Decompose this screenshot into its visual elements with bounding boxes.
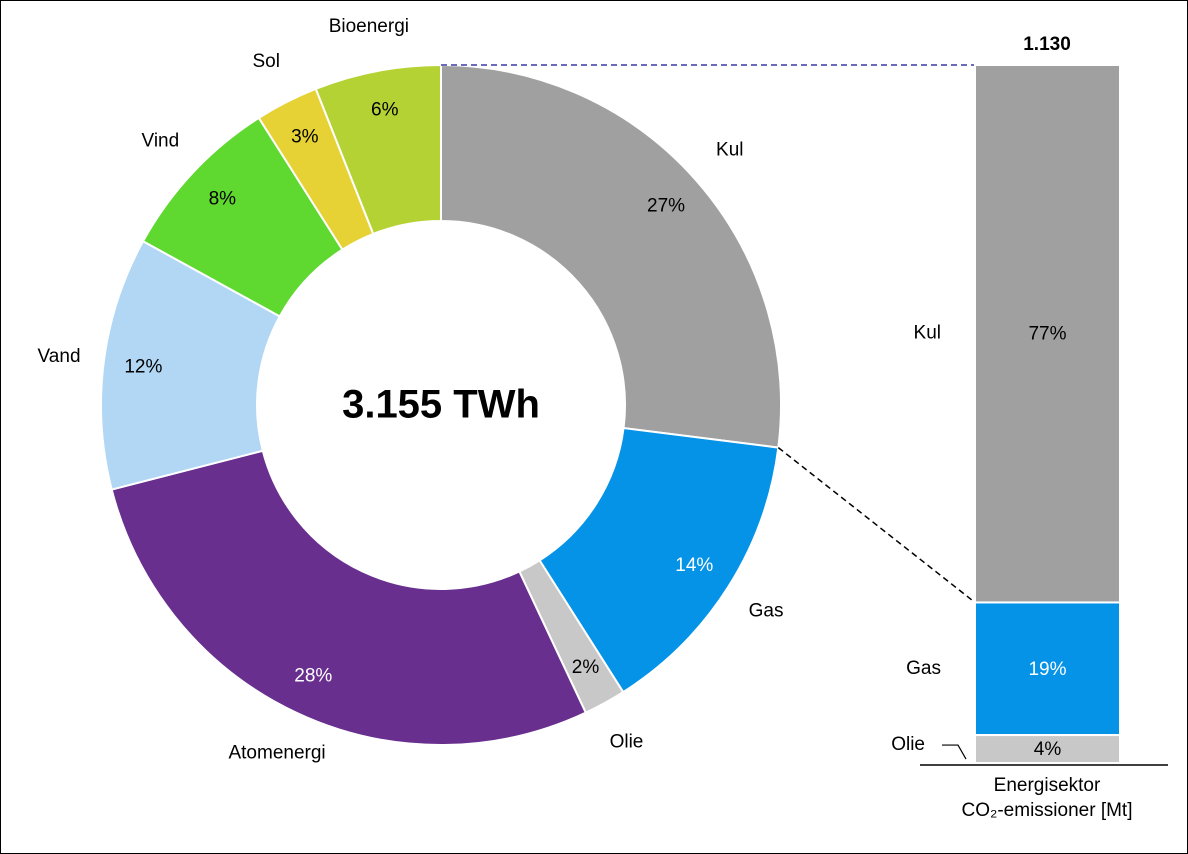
slice-value-label: 14% [675, 555, 713, 576]
legend-label: Gas [906, 658, 941, 679]
connector [777, 447, 976, 604]
slice-name-label: Vand [38, 346, 81, 367]
bar-segment [974, 601, 1121, 737]
donut-slice [538, 426, 780, 694]
slice-name-label: Bioenergi [329, 16, 409, 37]
x-axis-label: Energisektor [994, 775, 1101, 796]
donut-slice [110, 449, 588, 746]
slice-name-label: Sol [252, 51, 279, 72]
slice-value-label: 6% [371, 99, 399, 120]
slice-value-label: 2% [572, 657, 600, 678]
slice-value-label: 8% [209, 189, 237, 210]
x-axis-label: CO₂-emissioner [Mt] [961, 800, 1132, 821]
bar-segment [974, 64, 1121, 604]
slice-value-label: 12% [124, 356, 162, 377]
slice-name-label: Olie [610, 731, 644, 752]
bar-total: 1.130 [1023, 34, 1071, 55]
bar-value-label: 77% [1028, 324, 1066, 345]
slice-name-label: Kul [716, 139, 743, 160]
legend-label: Olie [891, 734, 925, 755]
leader-line [942, 744, 967, 760]
donut-slice [440, 63, 782, 449]
slice-value-label: 27% [647, 196, 685, 217]
center-label: 3.155 TWh [342, 383, 540, 427]
slice-name-label: Atomenergi [228, 742, 325, 763]
legend-label: Kul [914, 323, 941, 344]
slice-name-label: Vind [142, 130, 180, 151]
slice-name-label: Gas [749, 600, 784, 621]
bar-value-label: 19% [1028, 659, 1066, 680]
slice-value-label: 3% [291, 127, 319, 148]
bar-segment [974, 734, 1121, 765]
slice-value-label: 28% [294, 665, 332, 686]
bar-value-label: 4% [1034, 739, 1062, 760]
